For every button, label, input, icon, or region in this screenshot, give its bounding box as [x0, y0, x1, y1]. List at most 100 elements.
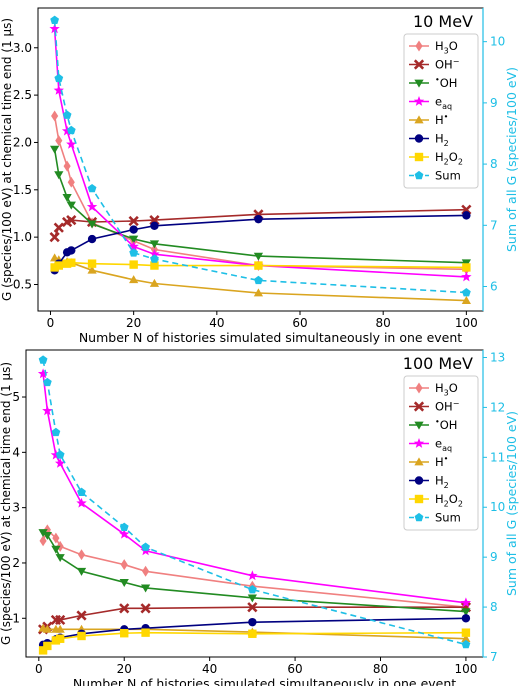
data-point-ohrad	[51, 545, 61, 554]
data-point-sum	[87, 183, 97, 193]
y2-tick-label: 6	[490, 280, 498, 294]
data-point-h2o2	[141, 628, 150, 637]
y2-axis-label: Sum of all G (species/100 eV)	[504, 67, 519, 252]
y-tick-label: 1.5	[13, 183, 32, 197]
data-point-eaq	[54, 457, 66, 468]
legend-marker	[415, 40, 423, 52]
data-point-eaq	[76, 497, 87, 508]
data-point-eaq	[86, 201, 98, 212]
legend-marker	[414, 457, 424, 466]
data-point-sum	[54, 73, 64, 83]
data-point-eaq	[128, 241, 139, 252]
data-point-h3o	[51, 110, 59, 122]
y-axis-label: G (species/100 eV) at chemical time end …	[0, 18, 14, 301]
data-point-h2o2	[55, 634, 65, 643]
x-axis-label: Number N of histories simulated simultan…	[79, 330, 462, 345]
data-point-h2o2	[38, 646, 48, 655]
chart-title: 10 MeV	[413, 12, 473, 31]
y2-tick-label: 13	[490, 350, 505, 364]
data-point-sum	[51, 427, 61, 437]
data-point-h2o2	[120, 629, 129, 638]
data-point-oh	[53, 222, 64, 233]
data-point-ohrad	[247, 594, 257, 603]
x-tick-label: 20	[117, 662, 132, 676]
x-tick-label: 40	[209, 316, 224, 330]
data-point-sum	[247, 584, 257, 594]
data-point-oh	[140, 603, 151, 614]
y-tick-label: 2	[12, 556, 20, 570]
legend-label: H2O2	[435, 150, 463, 167]
data-point-sum	[119, 522, 129, 531]
y2-tick-label: 10	[490, 500, 505, 514]
data-point-h2	[254, 214, 263, 224]
data-point-h2o2	[462, 263, 471, 272]
data-point-ohrad	[66, 201, 76, 210]
data-point-hrad	[461, 634, 471, 643]
legend-label: eaq	[435, 437, 452, 454]
chart-title: 100 MeV	[403, 354, 473, 373]
legend-marker	[415, 382, 423, 394]
x-tick-label: 0	[47, 316, 55, 330]
data-point-oh	[49, 232, 60, 243]
legend-label: H2	[435, 132, 449, 149]
data-point-eaq	[37, 368, 49, 379]
data-point-hrad	[129, 275, 139, 284]
legend-label: H3O	[435, 39, 458, 56]
legend-box	[403, 33, 479, 189]
data-point-oh	[119, 603, 130, 614]
legend-marker	[414, 79, 424, 88]
y2-tick-label: 12	[490, 400, 505, 414]
data-point-ohrad	[253, 252, 264, 261]
data-point-ohrad	[76, 567, 87, 576]
y-tick-label: 1	[12, 611, 20, 625]
data-point-sum	[129, 248, 139, 257]
legend-marker	[413, 59, 425, 70]
data-point-eaq	[149, 248, 160, 259]
data-point-h2o2	[254, 261, 263, 270]
y2-axis-label: Sum of all G (species/100 eV)	[504, 411, 519, 596]
legend-marker	[414, 134, 424, 143]
legend-label: Sum	[435, 169, 461, 183]
data-point-oh	[128, 215, 139, 227]
data-point-eaq	[42, 405, 53, 416]
x-tick-label: 20	[126, 316, 141, 330]
x-tick-label: 0	[35, 662, 43, 676]
y-tick-label: 2.0	[13, 135, 32, 149]
data-point-h2o2	[77, 631, 86, 641]
data-point-sum	[66, 125, 76, 135]
series-line-eaq	[42, 373, 467, 604]
y-axis-label: G (species/100 eV) at chemical time end …	[0, 362, 13, 645]
data-point-sum	[50, 15, 60, 24]
legend-label: H•	[435, 113, 448, 128]
y-tick-label: 4	[12, 445, 20, 459]
legend-marker	[413, 96, 425, 106]
data-point-h2	[129, 225, 138, 234]
data-point-eaq	[53, 84, 64, 95]
data-point-ohrad	[119, 578, 129, 587]
data-point-eaq	[49, 23, 60, 34]
data-point-eaq	[461, 271, 472, 282]
legend-marker	[414, 476, 424, 485]
legend-label: H2O2	[435, 492, 463, 509]
legend-marker	[413, 401, 425, 412]
x-tick-label: 40	[202, 662, 217, 676]
data-point-h2	[87, 234, 97, 244]
data-point-h2o2	[54, 261, 63, 270]
data-point-ohrad	[149, 240, 160, 249]
data-point-ohrad	[54, 171, 64, 180]
x-tick-label: 100	[454, 662, 477, 676]
data-point-eaq	[460, 597, 472, 608]
legend-label: OH−	[435, 57, 459, 72]
y2-tick-label: 11	[490, 450, 505, 464]
data-point-eaq	[119, 528, 130, 539]
legend-label: Sum	[435, 511, 461, 525]
y2-tick-label: 8	[490, 600, 498, 614]
data-point-oh	[66, 214, 77, 226]
y-tick-label: 5	[12, 390, 20, 404]
legend-marker	[414, 512, 424, 522]
data-point-eaq	[247, 570, 258, 581]
x-tick-label: 60	[292, 316, 307, 330]
data-point-sum	[42, 377, 52, 387]
